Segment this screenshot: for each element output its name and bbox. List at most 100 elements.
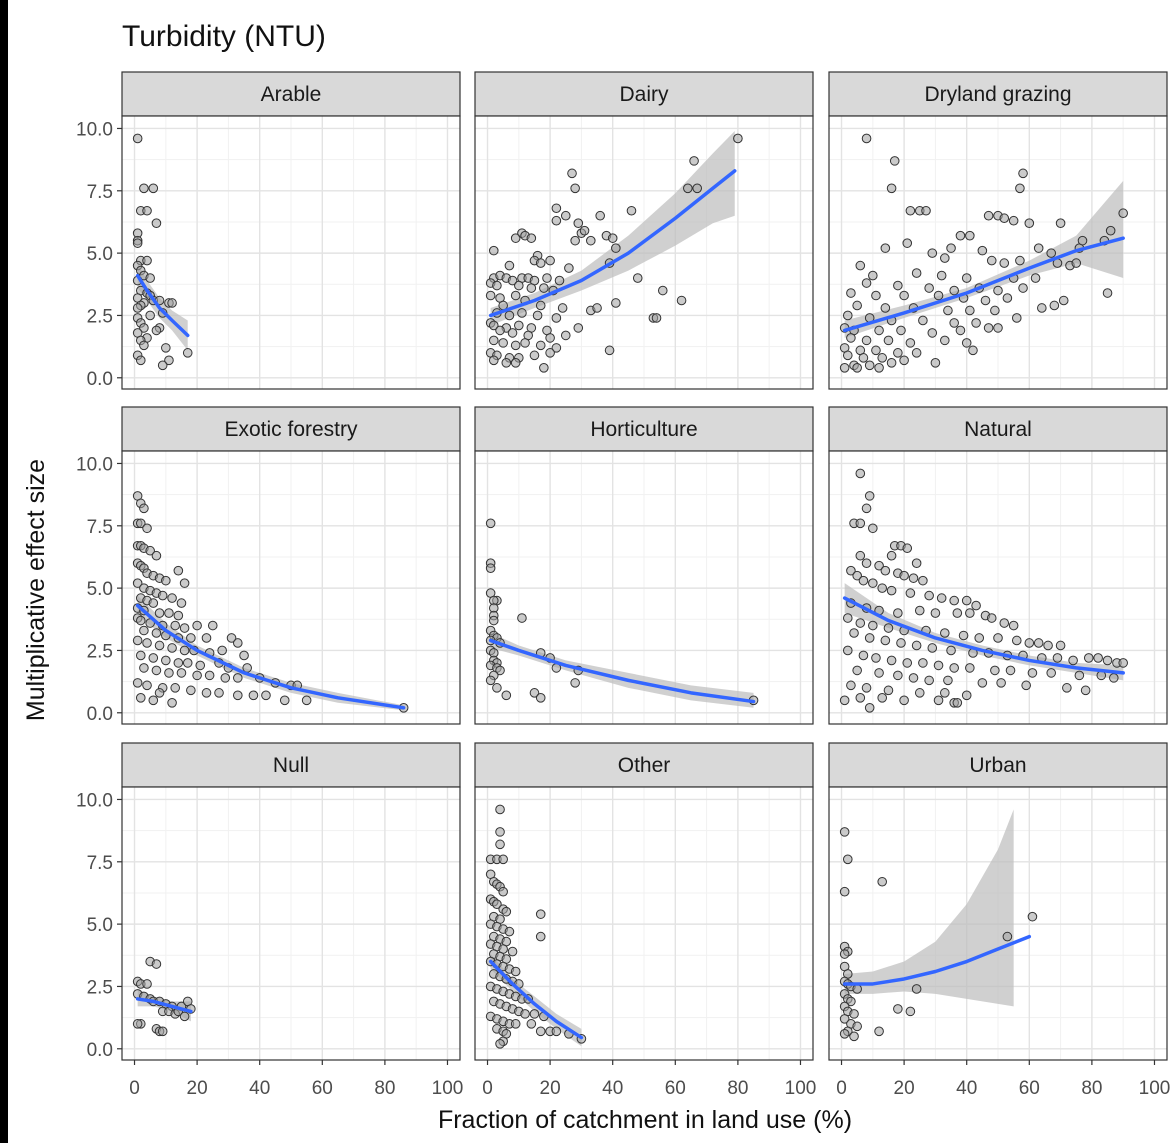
data-point (949, 285, 959, 296)
data-point (871, 345, 881, 356)
x-tick-label: 0 (836, 1078, 847, 1099)
data-point (570, 678, 580, 688)
data-point (567, 168, 577, 179)
data-point (986, 613, 997, 623)
data-point (902, 543, 913, 554)
data-point (980, 295, 991, 306)
data-point (977, 245, 988, 256)
data-point (173, 658, 184, 668)
data-point (1108, 673, 1119, 683)
data-point (1018, 168, 1028, 179)
data-point (880, 243, 891, 253)
data-point (520, 338, 530, 348)
data-point (842, 310, 853, 321)
x-tick-label: 0 (482, 1078, 493, 1099)
y-tick-label: 7.5 (87, 853, 113, 874)
data-point (142, 979, 152, 989)
y-tick-label: 7.5 (87, 182, 113, 203)
data-point (855, 518, 866, 529)
data-point (551, 343, 562, 353)
data-point (488, 615, 499, 626)
data-point (949, 663, 959, 673)
data-point (151, 665, 162, 676)
panel-border (121, 115, 461, 390)
data-point (842, 854, 853, 865)
data-point (864, 491, 875, 501)
gridlines (122, 451, 460, 724)
data-point (132, 678, 143, 688)
data-point (517, 613, 527, 623)
data-points (485, 804, 587, 1049)
data-point (611, 298, 621, 308)
data-points (839, 133, 1128, 373)
data-point (132, 303, 143, 313)
confidence-band (844, 809, 1014, 1007)
data-point (952, 698, 963, 708)
data-point (861, 503, 872, 514)
facet-strip (121, 742, 461, 788)
data-point (232, 673, 243, 683)
data-point (918, 658, 928, 668)
data-point (545, 333, 555, 343)
data-point (173, 610, 184, 621)
y-tick-label: 2.5 (87, 306, 113, 327)
data-point (858, 575, 869, 586)
data-point (535, 931, 546, 942)
facet-label: Dairy (619, 83, 669, 106)
data-point (239, 650, 249, 661)
data-points (485, 133, 743, 373)
data-point (488, 355, 499, 366)
data-point (689, 156, 699, 166)
data-point (501, 690, 512, 701)
y-tick-label: 7.5 (87, 517, 113, 538)
data-point (990, 665, 1000, 676)
data-point (849, 1031, 859, 1042)
data-point (632, 273, 643, 283)
data-point (560, 210, 571, 221)
facet-strip (474, 742, 814, 788)
y-tick-label: 0.0 (87, 704, 113, 725)
data-point (560, 330, 571, 341)
data-point (899, 355, 909, 366)
y-tick-label: 10.0 (76, 119, 113, 140)
data-point (176, 668, 187, 678)
data-point (861, 335, 872, 346)
data-point (170, 620, 181, 631)
figure-page: Turbidity (NTU) Arable Dairy Dryland grazi… (8, 0, 1176, 1143)
data-point (886, 183, 897, 194)
data-point (488, 335, 499, 346)
data-point (510, 1019, 521, 1029)
panel-border (828, 115, 1168, 390)
data-point (139, 625, 149, 636)
data-point (495, 665, 505, 676)
data-point (852, 984, 862, 994)
data-point (148, 598, 159, 608)
data-point (485, 675, 496, 686)
data-point (1105, 225, 1116, 236)
data-point (1074, 670, 1085, 681)
facet-label: Arable (261, 83, 322, 106)
data-point (542, 273, 552, 283)
panel-exotic-forestry: Exotic forestry (117, 406, 461, 725)
data-point (1080, 685, 1091, 696)
data-point (226, 633, 237, 643)
data-point (498, 886, 508, 897)
data-point (529, 1009, 540, 1019)
data-point (1102, 288, 1113, 298)
data-point (179, 1011, 190, 1022)
data-point (1071, 258, 1082, 268)
data-point (1055, 218, 1066, 229)
data-point (139, 323, 149, 333)
fit-line (842, 596, 1125, 675)
data-point (930, 358, 941, 368)
data-point (961, 595, 972, 606)
panel-dairy: Dairy (474, 71, 814, 390)
fit-line (135, 603, 406, 710)
y-tick-label: 2.5 (87, 977, 113, 998)
data-point (142, 255, 152, 266)
data-point (993, 285, 1003, 296)
data-point (179, 623, 190, 633)
facet-strip (474, 406, 814, 452)
fit-line (488, 638, 756, 704)
panel-null: Null (117, 742, 461, 1065)
